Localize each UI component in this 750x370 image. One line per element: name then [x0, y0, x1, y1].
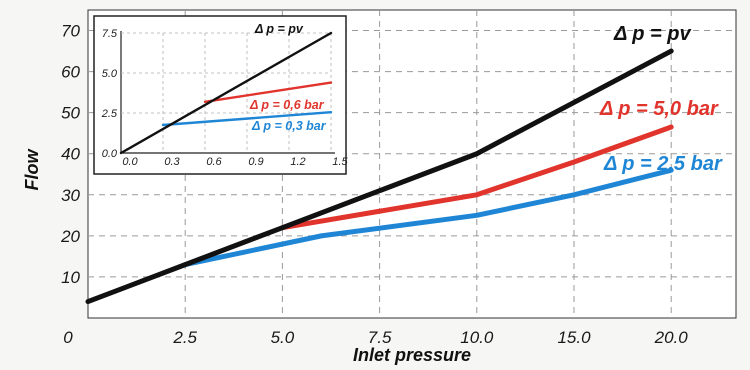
inset-y-tick-label: 7.5: [102, 28, 118, 40]
inset-series-line-p-0-6-bar: [203, 81, 333, 104]
x-tick-label: 10.0: [460, 328, 494, 347]
inset-series-label-p-0-6-bar: Δ p = 0,6 bar: [249, 98, 325, 112]
x-tick-label: 15.0: [557, 328, 591, 347]
y-tick-label: 10: [61, 268, 80, 287]
inset-series-lines: [119, 31, 333, 155]
inset-y-tick-label: 2.5: [101, 108, 118, 120]
y-tick-label: 70: [61, 22, 80, 41]
x-tick-label: 20.0: [654, 328, 689, 347]
inset-frame: [93, 15, 347, 175]
inset-x-tick-label: 1.2: [290, 156, 305, 168]
x-tick-label: 2.5: [172, 328, 197, 347]
inset-x-tick-label: 0.6: [206, 156, 222, 168]
y-tick-label: 40: [61, 145, 80, 164]
series-line-p-pv: [85, 48, 674, 305]
inset-series-label-p-pv: Δ p = pv: [254, 22, 304, 36]
y-tick-label: 60: [61, 63, 80, 82]
main-series-labels: Δ p = pv Δ p = 5,0 bar Δ p = 2,5 bar: [599, 23, 723, 175]
series-line-p-2-5-bar: [182, 167, 674, 268]
x-tick-label: 0: [63, 328, 73, 347]
main-tick-labels: 0 2.5 5.0 7.5 10.0 15.0 20.0 10 20 30 40 50 60 70: [60, 22, 688, 347]
inset-y-tick-label: 0.0: [102, 148, 118, 160]
inset-x-tick-label: 1.5: [332, 156, 348, 168]
main-series-lines: [85, 48, 674, 305]
x-tick-label: 5.0: [271, 328, 295, 347]
inset-x-tick-label: 0.3: [164, 156, 180, 168]
y-tick-label: 20: [60, 227, 80, 246]
inset-y-tick-label: 5.0: [102, 68, 118, 80]
inset-series-labels: Δ p = pv Δ p = 0,6 bar Δ p = 0,3 bar: [249, 22, 327, 133]
inset-series-label-p-0-3-bar: Δ p = 0,3 bar: [251, 119, 327, 133]
inset-x-tick-label: 0.0: [122, 156, 138, 168]
inset-tick-labels: 0.0 0.3 0.6 0.9 1.2 1.5 0.0 2.5 5.0 7.5: [101, 28, 349, 168]
y-tick-label: 50: [61, 104, 80, 123]
inset-chart: 0.0 0.3 0.6 0.9 1.2 1.50.02.55.07.5 Δ p = pvΔ…: [93, 15, 349, 175]
y-axis-title: Flow: [22, 149, 42, 191]
x-axis-title: Inlet pressure: [353, 345, 471, 365]
x-tick-label: 7.5: [368, 328, 392, 347]
inset-grid: [120, 31, 335, 154]
series-label-p-2-5-bar: Δ p = 2,5 bar: [603, 153, 723, 175]
inset-series-line-p-0-3-bar: [161, 110, 333, 127]
inset-x-tick-label: 0.9: [248, 156, 263, 168]
series-line-p-5-0-bar: [279, 124, 674, 231]
y-tick-label: 30: [61, 186, 80, 205]
series-label-p-5-0-bar: Δ p = 5,0 bar: [599, 98, 719, 120]
series-label-p-pv: Δ p = pv: [613, 23, 692, 45]
inset-series-line-p-pv: [119, 31, 333, 155]
